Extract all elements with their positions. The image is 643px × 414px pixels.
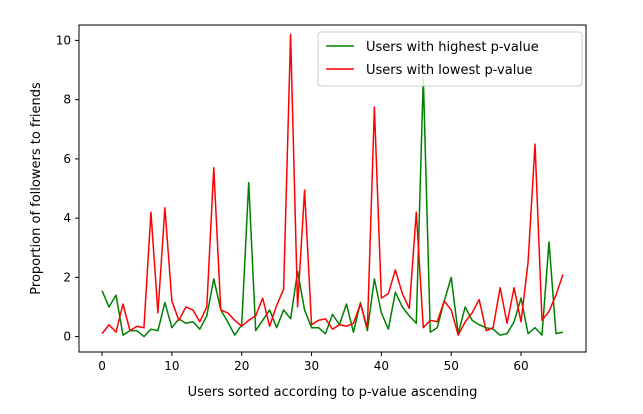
legend-box bbox=[317, 31, 583, 87]
series-line-lowest-p-value bbox=[101, 33, 564, 336]
y-tick-label: 6 bbox=[63, 152, 71, 166]
y-axis-label: Proportion of followers to friends bbox=[29, 82, 44, 295]
legend: Users with highest p-value Users with lo… bbox=[317, 31, 583, 87]
y-tick-label: 8 bbox=[63, 93, 71, 107]
y-axis-ticks: 0 2 4 6 8 10 bbox=[56, 33, 79, 344]
y-tick-label: 2 bbox=[63, 270, 71, 284]
y-tick-label: 10 bbox=[56, 33, 71, 47]
y-tick-label: 0 bbox=[63, 330, 71, 344]
legend-label-lowest: Users with lowest p-value bbox=[366, 63, 533, 78]
plot-lines bbox=[101, 33, 564, 338]
x-axis-label: Users sorted according to p-value ascend… bbox=[188, 385, 478, 400]
x-axis-ticks: 0 10 20 30 40 50 60 bbox=[98, 352, 529, 373]
x-tick-label: 60 bbox=[513, 359, 528, 373]
x-tick-label: 50 bbox=[444, 359, 459, 373]
x-tick-label: 30 bbox=[304, 359, 319, 373]
legend-label-highest: Users with highest p-value bbox=[366, 40, 539, 55]
y-tick-label: 4 bbox=[63, 211, 71, 225]
x-tick-label: 40 bbox=[374, 359, 389, 373]
x-tick-label: 0 bbox=[98, 359, 106, 373]
x-tick-label: 10 bbox=[164, 359, 179, 373]
plot-frame bbox=[78, 24, 587, 353]
x-tick-label: 20 bbox=[234, 359, 249, 373]
